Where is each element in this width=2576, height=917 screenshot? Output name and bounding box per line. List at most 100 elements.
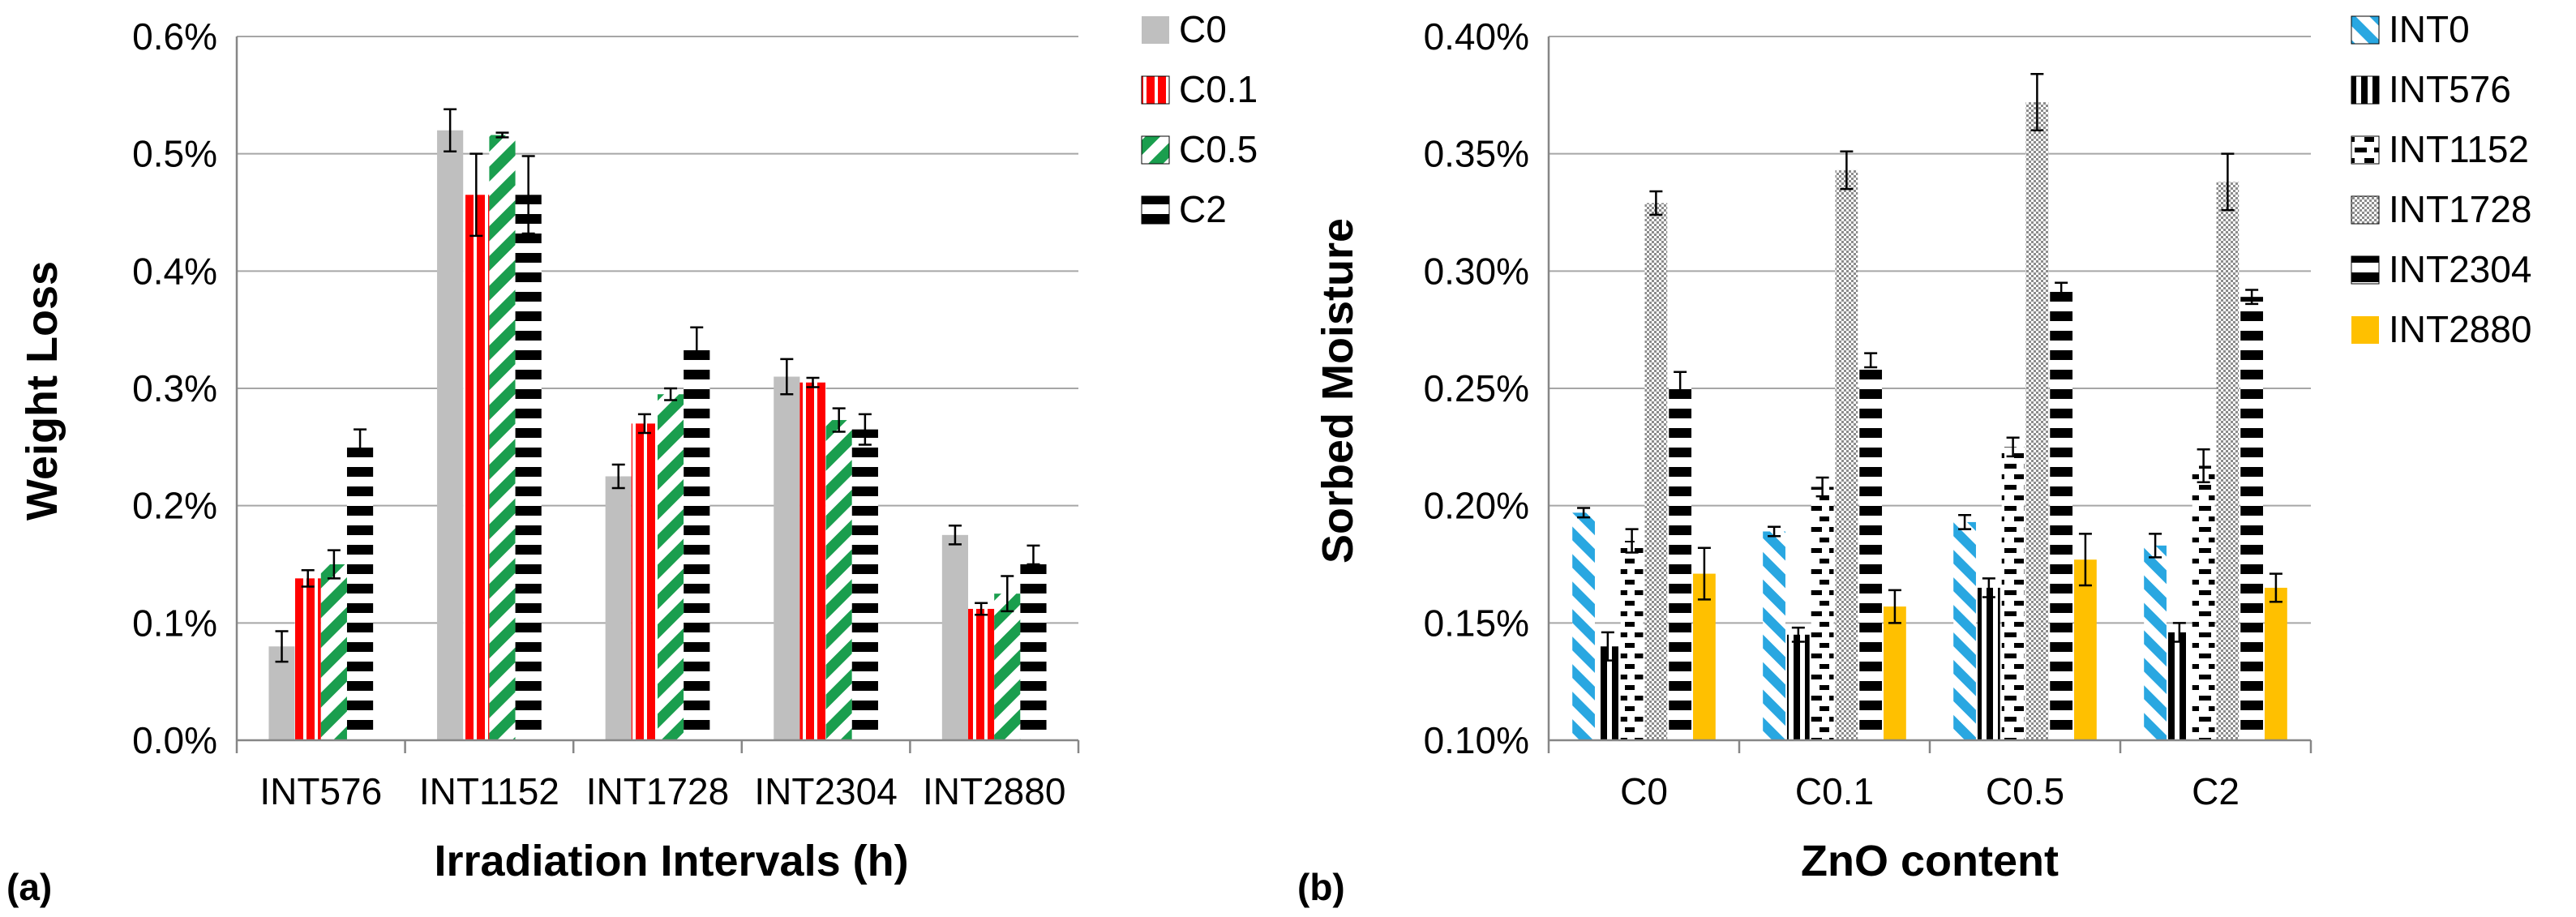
- legend: C0 C0.1 C0.5 C2: [1141, 8, 1258, 230]
- legend-swatch: [2351, 195, 2380, 225]
- bar-int2880-c0-1: [1884, 606, 1906, 740]
- bar-c2-int576: [346, 441, 374, 740]
- error-bar: [2149, 533, 2162, 559]
- y-tick-label: 0.3%: [132, 367, 217, 409]
- legend-swatch: [1141, 195, 1170, 225]
- bar-int0-c0: [1572, 512, 1595, 740]
- legend-label: INT2880: [2389, 308, 2531, 350]
- error-bar: [1982, 577, 1995, 598]
- legend-label: C2: [1179, 188, 1227, 230]
- error-bar: [637, 413, 651, 435]
- y-axis-title: Weight Loss: [18, 261, 66, 521]
- error-bar: [1768, 525, 1781, 538]
- error-bar: [2006, 436, 2020, 458]
- bar-c2-int2304: [851, 429, 878, 740]
- x-tick-label: C0.1: [1795, 770, 1874, 812]
- error-bar: [1577, 507, 1591, 519]
- error-bar: [354, 428, 367, 454]
- bar-int1152-c0-1: [1811, 486, 1834, 740]
- y-tick-label: 0.25%: [1424, 367, 1529, 409]
- error-bar: [2197, 448, 2210, 483]
- y-tick-label: 0.40%: [1424, 15, 1529, 58]
- x-tick-label: C0: [1620, 770, 1668, 812]
- error-bar: [2055, 281, 2068, 298]
- error-bar: [780, 358, 794, 396]
- error-bar: [469, 152, 483, 238]
- error-bar: [1840, 150, 1854, 191]
- bar-int2304-c2: [2240, 297, 2264, 740]
- x-tick-label: INT576: [259, 770, 382, 812]
- error-bar: [975, 602, 988, 616]
- legend-label: INT1152: [2389, 128, 2529, 170]
- bar-int2304-c0-5: [2050, 289, 2073, 741]
- error-bar: [690, 326, 704, 357]
- bar-c0-1-int1728: [631, 423, 658, 740]
- bar-int1152-c0-5: [2001, 447, 2025, 740]
- error-bar: [611, 463, 625, 490]
- y-tick-label: 0.6%: [132, 15, 217, 58]
- bar-int1152-c2: [2192, 465, 2215, 740]
- error-bar: [444, 108, 457, 153]
- error-bar: [301, 568, 315, 588]
- bar-c0-int2880: [941, 534, 969, 740]
- x-tick-label: INT2304: [754, 770, 897, 812]
- bar-int1728-c0-1: [1835, 169, 1858, 741]
- error-bar: [2245, 289, 2259, 306]
- bar-c0-5-int576: [320, 564, 347, 740]
- weight-loss-chart: 0.0% 0.1% 0.2% 0.3% 0.4% 0.5% 0.6% INT576 INT115…: [6, 8, 1258, 908]
- sorbed-moisture-chart: 0.10% 0.15% 0.20% 0.25% 0.30% 0.35% 0.40% C0 C0.…: [1297, 8, 2531, 908]
- bar-c0-1-int1152: [463, 195, 490, 741]
- legend-swatch: [2351, 316, 2379, 344]
- error-bar: [275, 630, 289, 663]
- error-bar: [1864, 352, 1878, 369]
- bar-c0-int1152: [437, 130, 464, 740]
- error-bar: [1625, 528, 1639, 554]
- legend-label: C0.5: [1179, 128, 1258, 170]
- legend-label: INT576: [2389, 68, 2511, 110]
- error-bar: [2269, 572, 2282, 603]
- y-tick-label: 0.10%: [1424, 719, 1529, 761]
- error-bar: [1815, 476, 1829, 498]
- bar-int0-c2: [2144, 545, 2167, 740]
- legend-swatch: [2351, 15, 2380, 45]
- error-bar: [2221, 152, 2235, 212]
- y-tick-label: 0.1%: [132, 602, 217, 644]
- error-bar: [664, 387, 678, 401]
- bar-int2304-c0-1: [1859, 360, 1883, 740]
- bar-c2-int1152: [515, 195, 542, 741]
- bar-int0-c0-1: [1763, 531, 1785, 740]
- error-bar: [858, 413, 872, 446]
- error-bar: [1674, 371, 1687, 392]
- error-bar: [1791, 626, 1805, 643]
- legend-label: C0.1: [1179, 68, 1258, 110]
- bar-int1728-c0-5: [2025, 102, 2049, 741]
- bar-c0-5-int1152: [489, 135, 516, 740]
- y-tick-label: 0.2%: [132, 485, 217, 527]
- bar-c0-int2304: [774, 376, 800, 740]
- legend-label: INT1728: [2389, 188, 2531, 230]
- bar-int2880-c0-5: [2074, 559, 2097, 740]
- bar-int576-c0-5: [1977, 587, 2000, 740]
- legend-swatch: [2351, 135, 2380, 165]
- bar-c2-int1728: [684, 341, 710, 740]
- y-tick-label: 0.4%: [132, 250, 217, 292]
- legend-swatch: [1142, 16, 1169, 44]
- x-tick-label: INT1728: [586, 770, 729, 812]
- bar-int576-c0: [1596, 646, 1619, 740]
- error-bar: [2030, 73, 2044, 131]
- error-bar: [1001, 575, 1014, 613]
- bar-c0-1-int2304: [799, 382, 826, 740]
- error-bar: [1697, 546, 1711, 601]
- error-bar: [948, 525, 962, 546]
- error-bar: [806, 376, 820, 388]
- legend-swatch: [2351, 255, 2380, 285]
- bar-int1152-c0: [1620, 541, 1644, 740]
- error-bar: [1958, 513, 1972, 530]
- bar-c0-int1728: [605, 476, 632, 740]
- y-tick-label: 0.20%: [1424, 485, 1529, 527]
- error-bar: [832, 407, 846, 433]
- bar-int2880-c2: [2265, 587, 2287, 740]
- bar-c0-5-int1728: [658, 394, 684, 740]
- bar-c2-int2880: [1020, 555, 1047, 740]
